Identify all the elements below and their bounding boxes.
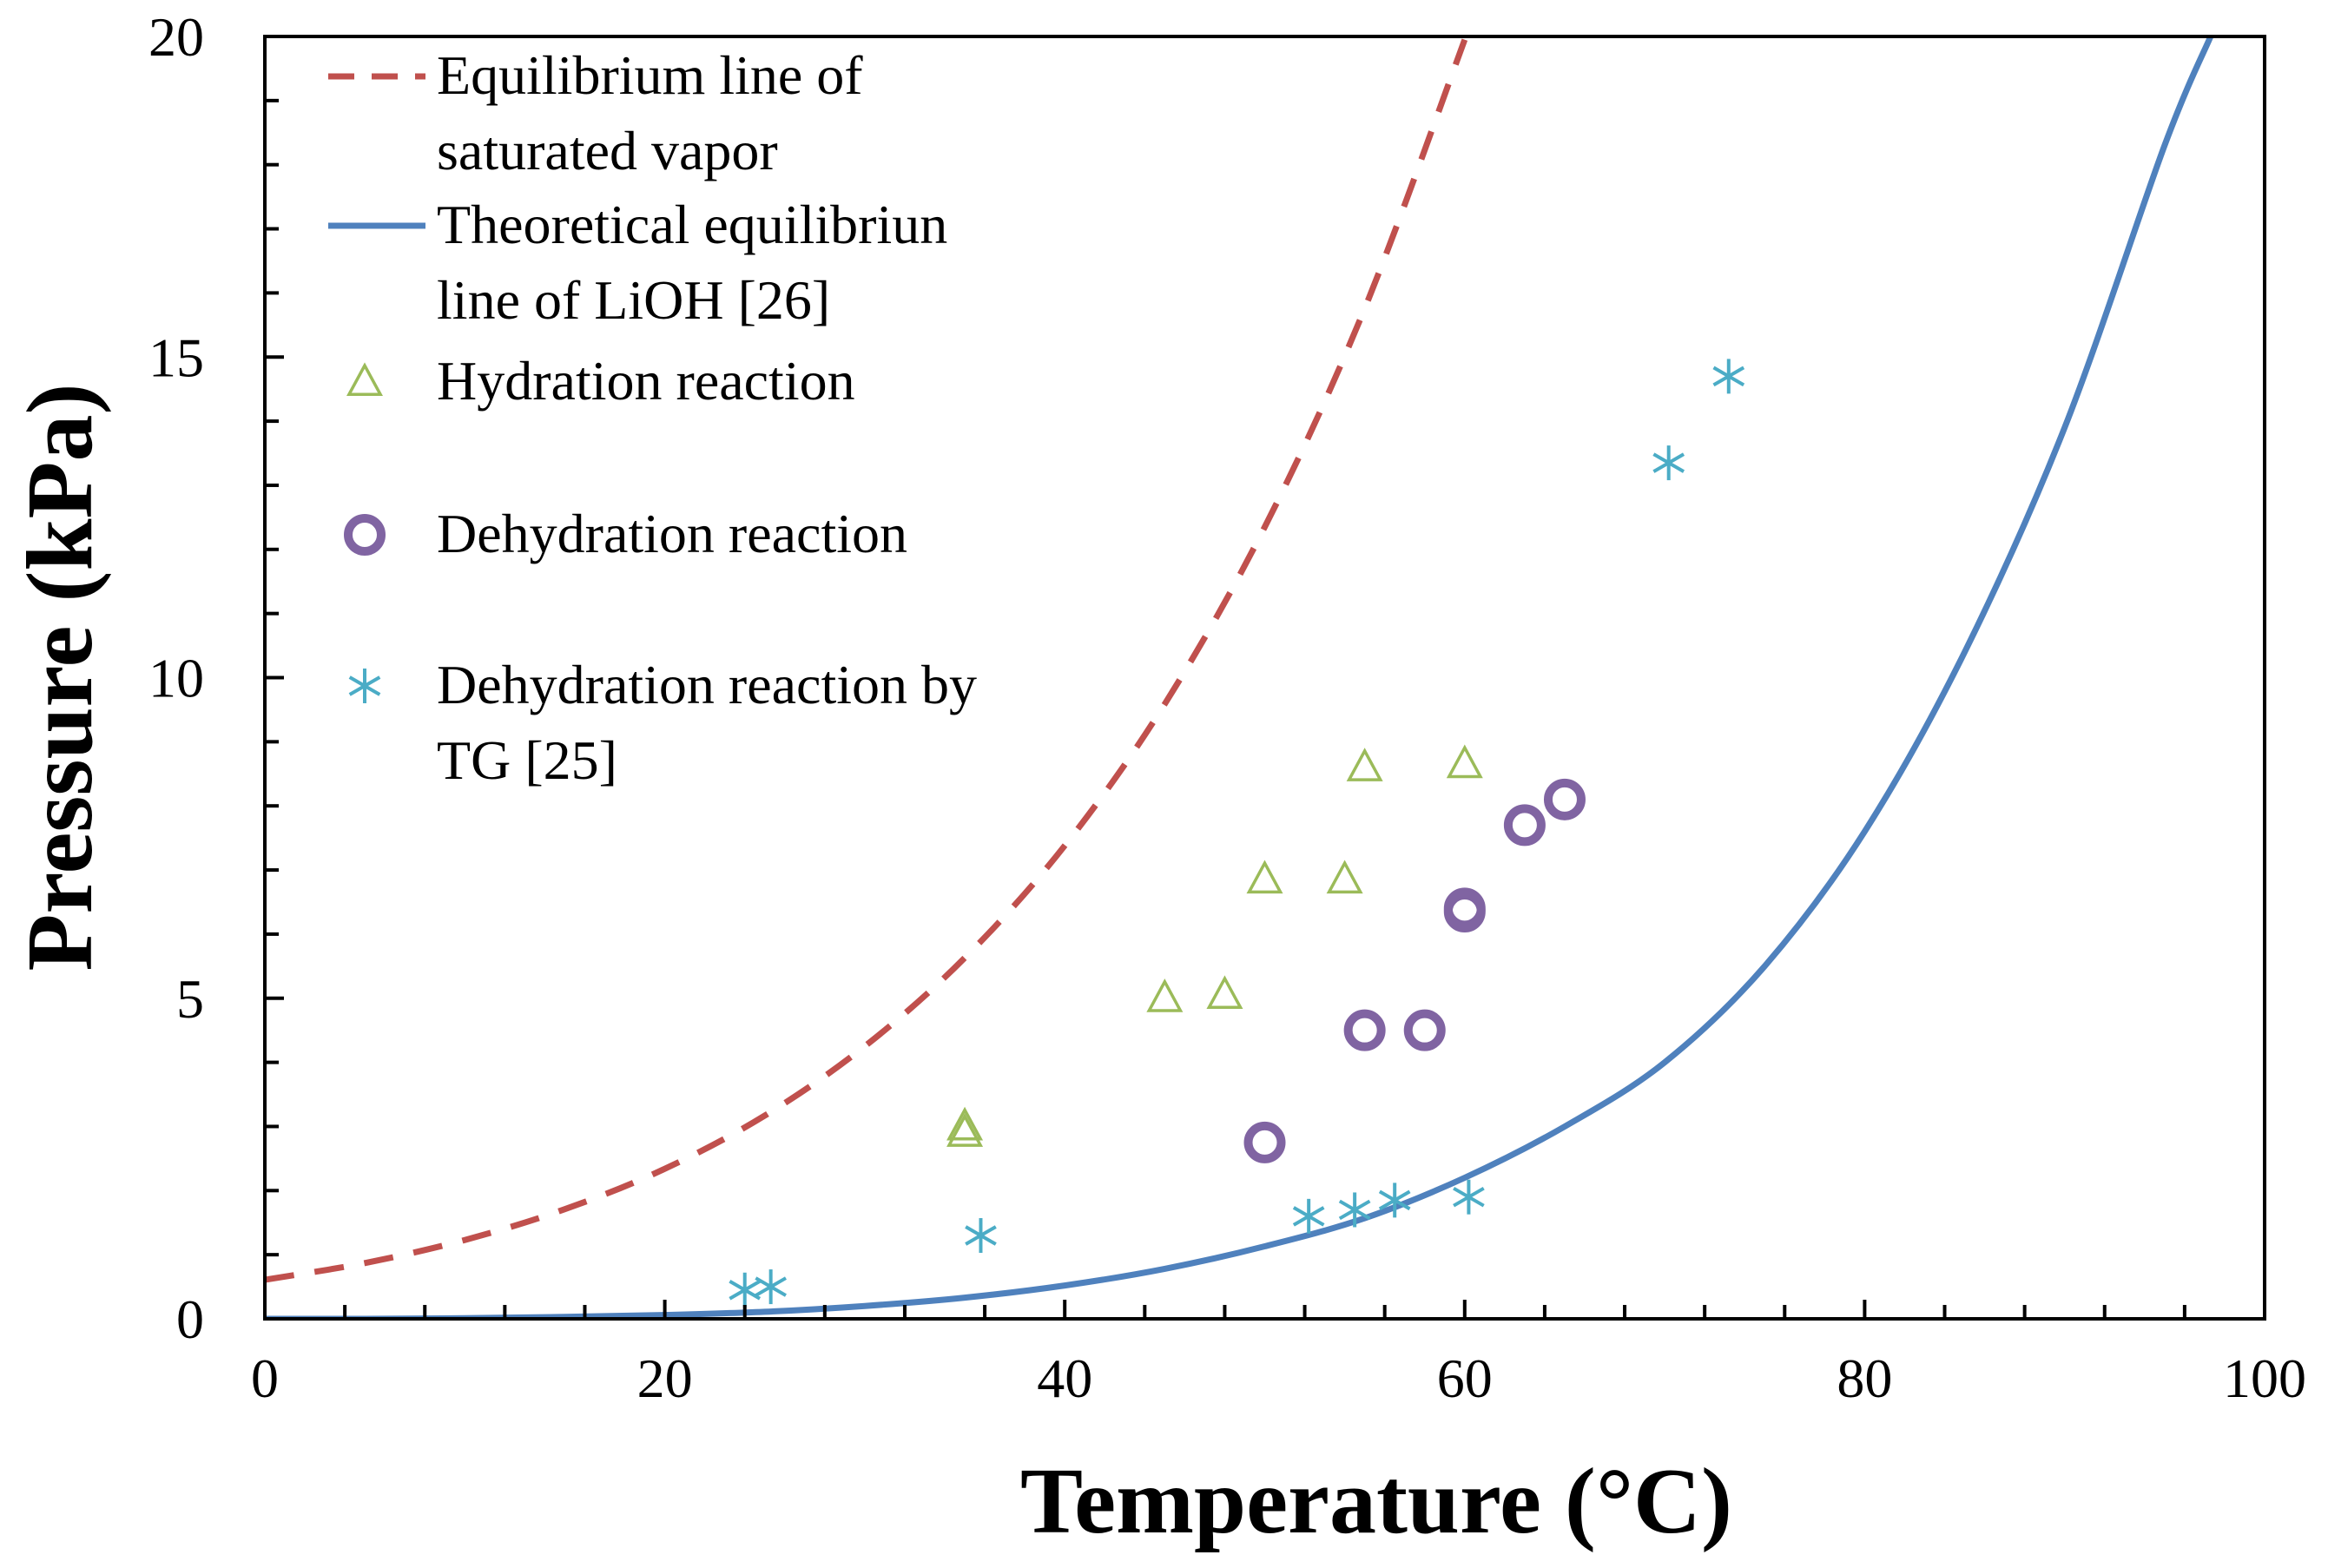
x-tick-label: 20 <box>637 1347 693 1409</box>
triangle-data-point <box>1446 744 1483 779</box>
triangle-data-point <box>946 1106 984 1141</box>
y-tick-label: 5 <box>176 968 204 1030</box>
x-tick-label: 80 <box>1837 1347 1892 1409</box>
triangle-data-point <box>1246 860 1283 894</box>
triangle-data-point <box>1346 748 1383 781</box>
legend-marker-swatch <box>346 362 383 396</box>
legend-label: Equilibrium line of saturated vapor <box>437 44 863 181</box>
y-axis-title: Pressure (kPa) <box>9 384 112 972</box>
y-tick-label: 0 <box>176 1288 204 1350</box>
legend-entry: Hydration reaction <box>346 350 855 412</box>
legend: Equilibrium line of saturated vaporTheore… <box>328 44 977 791</box>
circle-data-point <box>1343 1009 1386 1051</box>
asterisk-data-point <box>1338 1192 1371 1228</box>
legend-label: Theoretical equilibriun line of LiOH [26] <box>437 194 947 331</box>
triangle-data-point <box>946 1113 984 1147</box>
x-tick-label: 0 <box>251 1347 279 1409</box>
asterisk-data-point <box>1712 359 1745 394</box>
saturated-vapor-curve <box>265 38 1468 1283</box>
x-axis-title: Temperature (°C) <box>1020 1450 1732 1553</box>
legend-entry: Dehydration reaction <box>344 503 907 564</box>
x-tick-label: 60 <box>1437 1347 1493 1409</box>
legend-entry: Dehydration reaction by TG [25] <box>348 654 977 791</box>
asterisk-data-point <box>965 1217 997 1253</box>
circle-data-point <box>1503 804 1546 847</box>
x-tick-label: 100 <box>2223 1347 2306 1409</box>
legend-label: Hydration reaction <box>437 350 855 412</box>
circle-data-point <box>1243 1121 1286 1163</box>
legend-entry: Equilibrium line of saturated vapor <box>328 44 863 181</box>
asterisk-data-point <box>1453 1179 1485 1215</box>
legend-label: Dehydration reaction by TG [25] <box>437 654 977 791</box>
circle-data-point <box>1443 887 1486 930</box>
circle-data-point <box>1543 778 1586 820</box>
legend-marker-swatch <box>348 669 381 703</box>
asterisk-data-point <box>1292 1198 1325 1234</box>
y-tick-label: 20 <box>148 6 204 68</box>
lioh-equilibrium-curve <box>265 36 2214 1319</box>
triangle-data-point <box>1146 978 1184 1012</box>
asterisk-data-point <box>1652 445 1685 481</box>
y-tick-label: 15 <box>148 326 204 388</box>
plot-area <box>265 36 2265 1319</box>
asterisk-data-point <box>729 1272 762 1308</box>
legend-marker-swatch <box>344 514 386 556</box>
triangle-data-point <box>1206 975 1243 1010</box>
triangle-data-point <box>1326 860 1363 894</box>
circle-data-point <box>1403 1009 1446 1051</box>
asterisk-data-point <box>1378 1183 1411 1218</box>
legend-entry: Theoretical equilibriun line of LiOH [26] <box>328 194 947 331</box>
y-tick-label: 10 <box>148 648 204 709</box>
asterisk-data-point <box>755 1269 787 1305</box>
legend-label: Dehydration reaction <box>437 503 907 564</box>
x-tick-label: 40 <box>1037 1347 1092 1409</box>
